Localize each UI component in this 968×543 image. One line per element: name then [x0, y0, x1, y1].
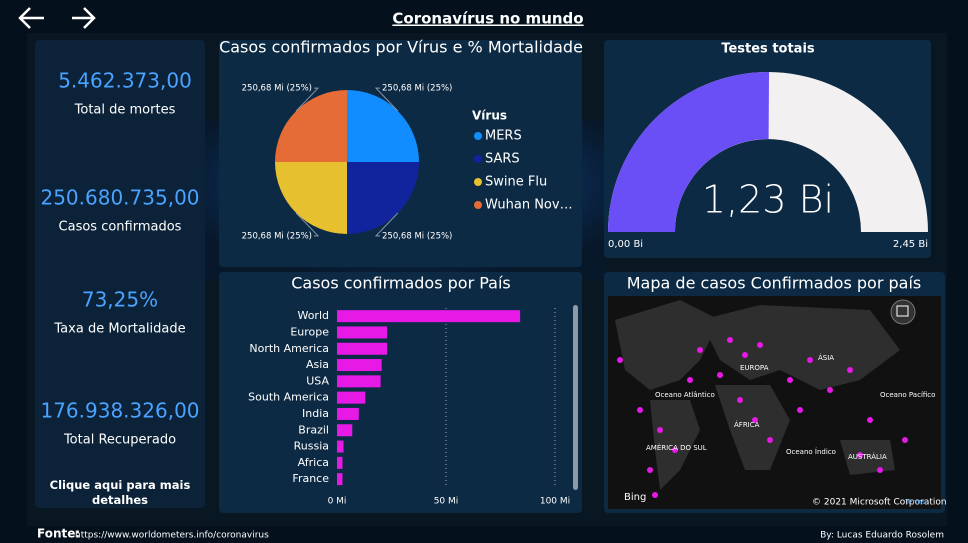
y-tick-label: India — [302, 407, 329, 420]
legend-marker — [474, 201, 482, 209]
details-link-box[interactable]: Clique aqui para mais detalhes — [45, 478, 195, 512]
leader-line — [295, 87, 320, 112]
map-label: AUSTRÁLIA — [848, 452, 887, 461]
map-label: AMÉRICA DO SUL — [646, 443, 707, 452]
pie-title: Casos confirmados por Vírus e % Mortalid… — [219, 38, 583, 57]
bar — [337, 375, 381, 388]
x-tick-label: 100 Mi — [540, 497, 570, 507]
y-tick-label: South America — [248, 391, 329, 404]
bar — [337, 391, 366, 404]
source-label: Fonte: — [37, 527, 80, 541]
kpi-value: 5.462.373,00 — [58, 69, 192, 93]
bar — [337, 407, 359, 420]
pie-slice — [347, 90, 419, 162]
map-label: Oceano Índico — [786, 447, 836, 456]
focus-icon — [896, 305, 909, 317]
y-tick-label: North America — [249, 342, 329, 355]
kpi-label: Taxa de Mortalidade — [53, 322, 185, 337]
map-label: Oceano Atlântico — [655, 391, 715, 399]
pie-slice — [275, 90, 347, 162]
map-terms[interactable]: Terms — [904, 498, 926, 506]
kpi-label: Total Recuperado — [63, 433, 176, 448]
legend-title: Vírus — [472, 109, 507, 123]
legend-entry: Swine Flu — [485, 175, 547, 190]
kpi-panel — [35, 40, 205, 508]
legend-marker — [474, 132, 482, 140]
kpi-value: 73,25% — [82, 288, 158, 312]
pie-slice — [275, 162, 347, 234]
bar — [337, 310, 521, 323]
leader-line — [374, 212, 399, 237]
legend-marker — [474, 155, 482, 163]
bar — [337, 473, 343, 486]
y-tick-label: Asia — [306, 358, 329, 371]
gauge-tick-label: 0,00 Bi — [608, 239, 643, 250]
kpi-label: Casos confirmados — [59, 220, 182, 235]
bar — [337, 342, 388, 355]
data-label: 250,68 Mi (25%) — [242, 231, 312, 241]
source-url[interactable]: https://www.worldometers.info/coronaviru… — [75, 531, 269, 541]
data-label: 250,68 Mi (25%) — [382, 231, 452, 241]
bar-title: Casos confirmados por País — [291, 274, 511, 293]
details-link[interactable]: Clique aqui para mais detalhes — [49, 478, 191, 507]
kpi-label: Total de mortes — [74, 103, 176, 118]
y-tick-label: Europe — [290, 325, 329, 338]
x-tick-label: 0 Mi — [328, 497, 347, 507]
bar — [337, 326, 388, 339]
map-labels: EUROPA ÁSIA ÁFRICA AMÉRICA DO SUL AUSTRÁ… — [646, 353, 935, 461]
bar — [337, 456, 343, 469]
gauge-value-label: 1,23 Bi — [702, 178, 834, 222]
kpi-value: 250.680.735,00 — [40, 186, 199, 210]
map-points — [617, 337, 908, 498]
map-title: Mapa de casos Confirmados por país — [627, 274, 921, 293]
leader-line — [374, 87, 399, 112]
leader-line — [295, 212, 320, 237]
bar — [337, 424, 353, 437]
bar — [337, 440, 344, 453]
gauge-title: Testes totais — [721, 42, 815, 57]
gauge-value — [608, 72, 770, 232]
map-provider: Bing — [624, 492, 646, 503]
legend-marker — [474, 178, 482, 186]
y-tick-label: France — [292, 472, 329, 485]
y-tick-label: USA — [306, 374, 329, 387]
map-copyright: © 2021 Microsoft Corporation — [812, 498, 947, 508]
legend-entry: Wuhan Nov… — [485, 198, 573, 213]
y-tick-label: Brazil — [298, 423, 329, 436]
map-label: Oceano Pacífico — [880, 391, 935, 399]
map-label: ÁSIA — [818, 353, 834, 362]
focus-mode-button[interactable] — [890, 299, 916, 325]
page-title: Coronavírus no mundo — [392, 10, 583, 28]
gauge-tick-label: 2,45 Bi — [893, 239, 928, 250]
legend-entry: MERS — [485, 129, 522, 144]
pie-slice — [347, 162, 419, 234]
forward-arrow[interactable] — [72, 7, 96, 29]
legend-entry: SARS — [485, 152, 520, 167]
author: By: Lucas Eduardo Rosolem — [820, 531, 944, 541]
y-tick-label: Africa — [298, 456, 329, 469]
y-tick-label: Russia — [294, 440, 329, 453]
bar — [337, 359, 382, 372]
x-tick-label: 50 Mi — [434, 497, 459, 507]
map-label: EUROPA — [740, 364, 769, 372]
map-label: ÁFRICA — [734, 420, 760, 429]
bar-panel — [219, 272, 582, 513]
kpi-value: 176.938.326,00 — [40, 399, 199, 423]
scrollbar[interactable] — [573, 305, 578, 490]
data-label: 250,68 Mi (25%) — [242, 84, 312, 94]
back-arrow[interactable] — [18, 7, 44, 29]
y-tick-label: World — [297, 309, 329, 322]
data-label: 250,68 Mi (25%) — [382, 84, 452, 94]
